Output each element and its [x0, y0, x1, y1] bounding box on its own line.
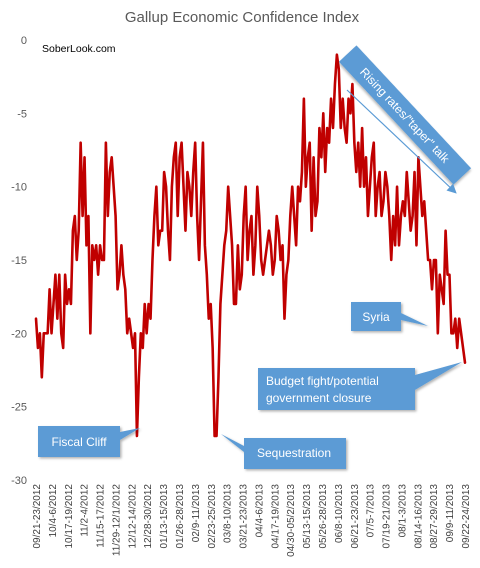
x-tick-label: 08/14-16/2013: [413, 484, 424, 549]
y-tick-label: -25: [11, 402, 27, 414]
x-tick-label: 09/9-11/2013: [445, 484, 456, 543]
callout-syria: Syria: [351, 302, 428, 331]
x-tick-label: 11/2-4/2012: [80, 484, 91, 537]
callout-box: [38, 426, 140, 457]
x-tick-label: 01/26-28/2013: [175, 484, 186, 549]
x-tick-label: 04/17-19/2013: [270, 484, 281, 549]
x-tick-label: 11/29-12/1/2012: [111, 484, 122, 557]
x-tick-label: 08/27-29/2013: [429, 484, 440, 549]
x-tick-label: 05/26-28/2013: [318, 484, 329, 549]
callout-budget-fight: Budget fight/potential government closur…: [258, 362, 462, 410]
x-tick-label: 12/12-14/2012: [127, 484, 138, 549]
callout-label: Sequestration: [257, 446, 331, 460]
x-tick-label: 08/1-3/2013: [397, 484, 408, 538]
x-tick-label: 12/28-30/2012: [143, 484, 154, 549]
callout-box: [258, 362, 462, 410]
x-tick-label: 09/22-24/2013: [461, 484, 472, 549]
x-tick-label: 10/17-19/2012: [64, 484, 75, 549]
callout-label-line-2: government closure: [266, 391, 372, 405]
series-line: [34, 53, 467, 438]
callout-box: [338, 45, 472, 185]
x-tick-label: 05/13-15/2013: [302, 484, 313, 549]
callout-sequestration: Sequestration: [221, 434, 346, 469]
x-tick-label: 07/5-7/2013: [366, 484, 377, 538]
x-tick-label: 01/13-15/2013: [159, 484, 170, 549]
x-tick-label: 04/30-05/2/2013: [286, 484, 297, 557]
callout-box: [221, 434, 346, 469]
y-tick-label: -30: [11, 475, 27, 487]
callout-fiscal-cliff: Fiscal Cliff: [38, 426, 140, 457]
x-tick-label: 10/4-6/2012: [48, 484, 59, 538]
y-tick-label: -10: [11, 182, 27, 194]
x-tick-label: 02/23-25/2013: [207, 484, 218, 549]
x-tick-label: 09/21-23/2012: [32, 484, 43, 549]
y-tick-label: -20: [11, 328, 27, 340]
callout-label: Syria: [362, 310, 390, 324]
watermark: SoberLook.com: [42, 43, 116, 55]
y-tick-label: -15: [11, 255, 27, 267]
y-tick-label: 0: [21, 35, 27, 47]
y-tick-label: -5: [17, 108, 27, 120]
x-tick-label: 03/21-23/2013: [239, 484, 250, 549]
x-axis: 09/21-23/2012 10/4-6/2012 10/17-19/2012 11/…: [32, 484, 472, 557]
x-tick-label: 11/15-17/2012: [96, 484, 107, 548]
callout-label-line-1: Budget fight/potential: [266, 374, 379, 388]
x-tick-label: 07/19-21/2013: [382, 484, 393, 549]
x-tick-label: 06/8-10/2013: [334, 484, 345, 543]
x-tick-label: 02/9-11/2013: [191, 484, 202, 543]
x-tick-label: 03/8-10/2013: [223, 484, 234, 543]
x-tick-label: 06/21-23/2013: [350, 484, 361, 549]
callout-label: Fiscal Cliff: [51, 435, 107, 449]
callout-label: Budget fight/potential government closur…: [266, 374, 382, 405]
y-axis: 0 -5 -10 -15 -20 -25 -30: [11, 35, 27, 487]
x-tick-label: 04/4-6/2013: [254, 484, 265, 538]
chart-title: Gallup Economic Confidence Index: [125, 9, 360, 26]
callout-box: [351, 302, 428, 331]
callout-arrow-rising-rates: [346, 89, 457, 194]
